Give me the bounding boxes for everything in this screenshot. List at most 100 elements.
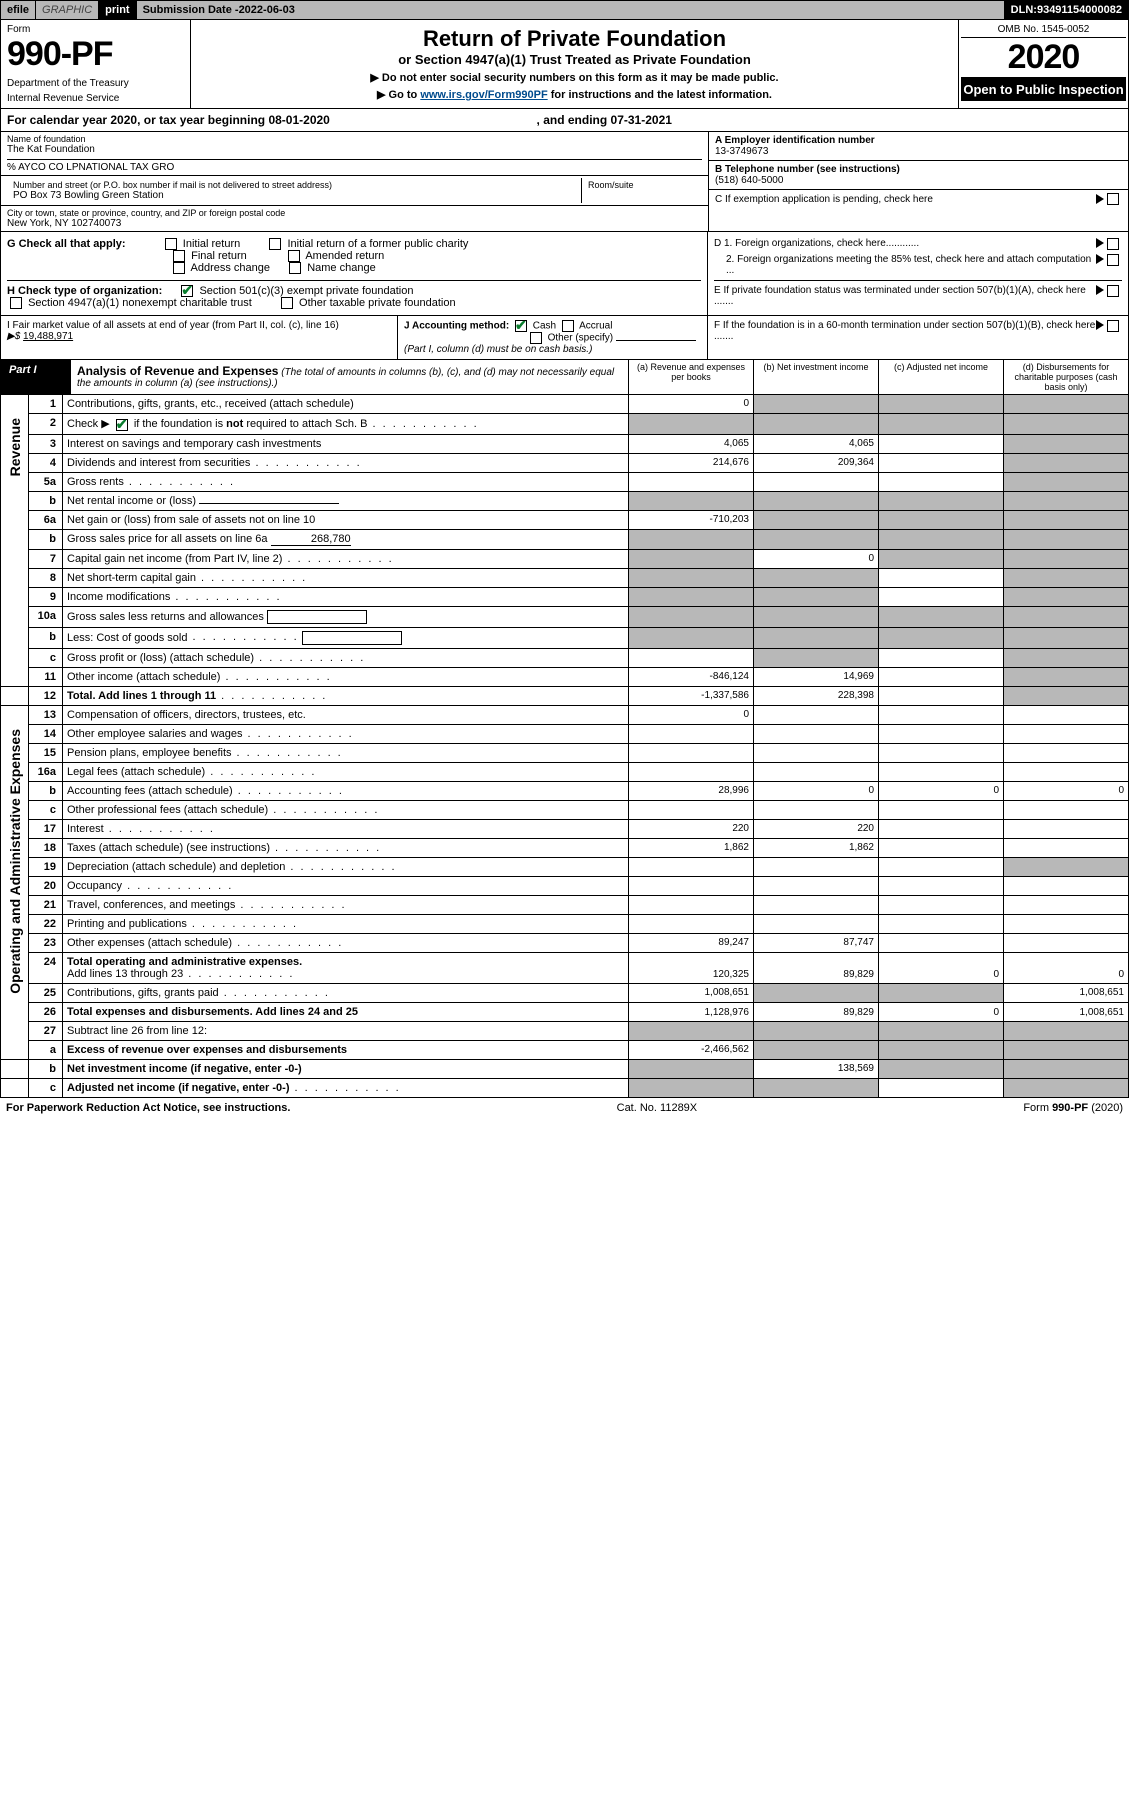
- irs-link[interactable]: www.irs.gov/Form990PF: [420, 89, 547, 101]
- row-num: 10a: [29, 606, 63, 627]
- row-label: Gross profit or (loss) (attach schedule): [63, 648, 629, 667]
- val-a: 1,862: [629, 838, 754, 857]
- val-a: [629, 1021, 754, 1040]
- row-label: Subtract line 26 from line 12:: [63, 1021, 629, 1040]
- row-label: Less: Cost of goods sold: [63, 627, 629, 648]
- j-note: (Part I, column (d) must be on cash basi…: [404, 344, 592, 355]
- g-initial-former-checkbox[interactable]: [269, 238, 281, 250]
- r26-text: Total expenses and disbursements. Add li…: [67, 1006, 358, 1018]
- val-d: [1004, 800, 1129, 819]
- g-initial-return-checkbox[interactable]: [165, 238, 177, 250]
- g-o3: Final return: [191, 250, 247, 262]
- val-d: [1004, 510, 1129, 529]
- j-cash-checkbox[interactable]: [515, 320, 527, 332]
- row-num: 27: [29, 1021, 63, 1040]
- f-checkbox[interactable]: [1107, 320, 1119, 332]
- val-c: [879, 1059, 1004, 1078]
- val-c: [879, 876, 1004, 895]
- row-num: 12: [29, 686, 63, 705]
- val-c: [879, 549, 1004, 568]
- row-num: 21: [29, 895, 63, 914]
- row-label: Capital gain net income (from Part IV, l…: [63, 549, 629, 568]
- table-row: 12Total. Add lines 1 through 11-1,337,58…: [1, 686, 1129, 705]
- g-o1: Initial return: [183, 238, 240, 250]
- arrow-icon: [1096, 194, 1104, 204]
- val-d: [1004, 587, 1129, 606]
- header-left: Form 990-PF Department of the Treasury I…: [1, 20, 191, 108]
- row-label: Depreciation (attach schedule) and deple…: [63, 857, 629, 876]
- row-label: Occupancy: [63, 876, 629, 895]
- val-d: [1004, 724, 1129, 743]
- table-row: 16aLegal fees (attach schedule): [1, 762, 1129, 781]
- val-b: 228,398: [754, 686, 879, 705]
- h-501c3-checkbox[interactable]: [181, 285, 193, 297]
- val-d: [1004, 453, 1129, 472]
- j-other-input[interactable]: [616, 340, 696, 341]
- r10b-box[interactable]: [302, 631, 402, 645]
- r16b-text: Accounting fees (attach schedule): [67, 785, 233, 797]
- print-button[interactable]: print: [99, 1, 136, 19]
- e-checkbox[interactable]: [1107, 285, 1119, 297]
- r10a-box[interactable]: [267, 610, 367, 624]
- val-a: [629, 724, 754, 743]
- g-address-change-checkbox[interactable]: [173, 262, 185, 274]
- val-b: 220: [754, 819, 879, 838]
- table-row: 5aGross rents: [1, 472, 1129, 491]
- val-b: [754, 914, 879, 933]
- r5b-input[interactable]: [199, 503, 339, 504]
- row-num: 11: [29, 667, 63, 686]
- val-d: [1004, 414, 1129, 434]
- g-o4: Amended return: [305, 250, 384, 262]
- h-section: H Check type of organization: Section 50…: [7, 280, 701, 309]
- table-row: cAdjusted net income (if negative, enter…: [1, 1078, 1129, 1097]
- row-label: Other income (attach schedule): [63, 667, 629, 686]
- j-accrual-checkbox[interactable]: [562, 320, 574, 332]
- room-label: Room/suite: [588, 180, 696, 190]
- val-c: [879, 1021, 1004, 1040]
- val-a: [629, 1059, 754, 1078]
- graphic-label: GRAPHIC: [36, 1, 99, 19]
- r11-text: Other income (attach schedule): [67, 671, 220, 683]
- val-a: [629, 800, 754, 819]
- calyear-mid: , and ending: [537, 113, 611, 127]
- row-num: 4: [29, 453, 63, 472]
- form-title: Return of Private Foundation: [201, 26, 948, 52]
- val-d: [1004, 648, 1129, 667]
- h-other-taxable-checkbox[interactable]: [281, 297, 293, 309]
- val-a: [629, 762, 754, 781]
- h-4947-checkbox[interactable]: [10, 297, 22, 309]
- table-row: 10aGross sales less returns and allowanc…: [1, 606, 1129, 627]
- val-c: [879, 838, 1004, 857]
- row-label: Total. Add lines 1 through 11: [63, 686, 629, 705]
- topbar: efile GRAPHIC print Submission Date - 20…: [0, 0, 1129, 20]
- g-name-change-checkbox[interactable]: [289, 262, 301, 274]
- footer-left: For Paperwork Reduction Act Notice, see …: [6, 1102, 290, 1114]
- table-row: 17Interest220220: [1, 819, 1129, 838]
- r21-text: Travel, conferences, and meetings: [67, 899, 235, 911]
- arrow-icon: [1096, 320, 1104, 330]
- i-arrow: ▶$: [7, 331, 20, 342]
- val-b: [754, 568, 879, 587]
- schb-checkbox[interactable]: [116, 419, 128, 431]
- row-label: Gross rents: [63, 472, 629, 491]
- form-header: Form 990-PF Department of the Treasury I…: [0, 20, 1129, 109]
- c-checkbox[interactable]: [1107, 193, 1119, 205]
- val-c: [879, 933, 1004, 952]
- row-label: Taxes (attach schedule) (see instruction…: [63, 838, 629, 857]
- table-row: cGross profit or (loss) (attach schedule…: [1, 648, 1129, 667]
- row-label: Net rental income or (loss): [63, 491, 629, 510]
- val-a: [629, 587, 754, 606]
- h-o2: Section 4947(a)(1) nonexempt charitable …: [28, 297, 252, 309]
- efile-label: efile: [1, 1, 36, 19]
- ein-label: A Employer identification number: [715, 135, 875, 146]
- table-row: 14Other employee salaries and wages: [1, 724, 1129, 743]
- g-o6: Name change: [307, 262, 376, 274]
- val-b: [754, 648, 879, 667]
- d2-checkbox[interactable]: [1107, 254, 1119, 266]
- row-label: Other expenses (attach schedule): [63, 933, 629, 952]
- j-other-checkbox[interactable]: [530, 332, 542, 344]
- row-label: Dividends and interest from securities: [63, 453, 629, 472]
- g-final-return-checkbox[interactable]: [173, 250, 185, 262]
- g-amended-checkbox[interactable]: [288, 250, 300, 262]
- d1-checkbox[interactable]: [1107, 238, 1119, 250]
